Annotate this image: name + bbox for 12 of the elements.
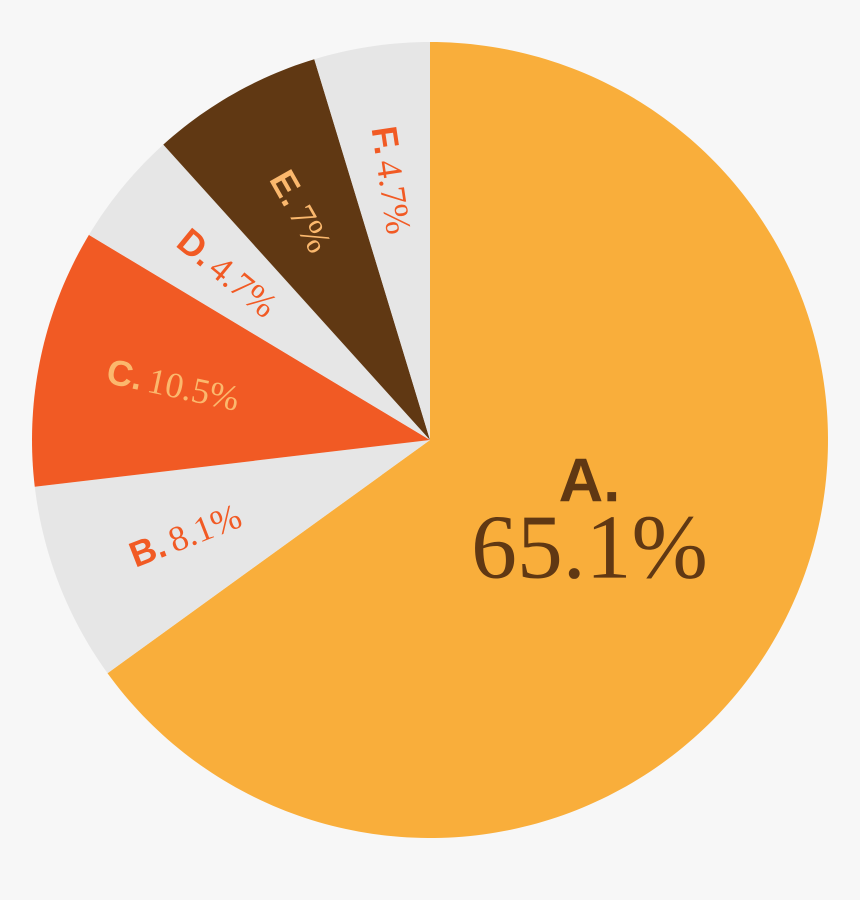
data-label: 8.1% <box>169 505 242 551</box>
slice-label: B. <box>128 538 166 568</box>
data-label: 4.7% <box>378 161 410 234</box>
slice-label: D. <box>176 228 205 267</box>
slice-label: A. <box>560 458 616 502</box>
slice-label: F. <box>372 126 399 154</box>
data-label: 65.1% <box>475 516 705 579</box>
data-label: 7% <box>290 204 330 253</box>
data-label: 4.7% <box>210 261 276 317</box>
data-label: 10.5% <box>148 370 237 410</box>
slice-label: C. <box>108 360 139 390</box>
slice-label: E. <box>270 169 301 206</box>
